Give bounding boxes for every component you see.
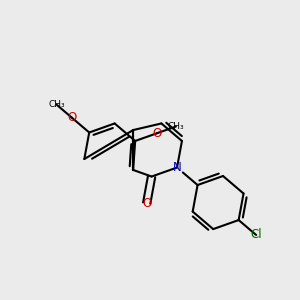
Text: O: O	[152, 127, 161, 140]
Text: O: O	[67, 111, 76, 124]
Text: N: N	[173, 161, 182, 174]
Text: CH₃: CH₃	[168, 122, 184, 131]
Text: CH₃: CH₃	[48, 100, 65, 109]
Text: Cl: Cl	[250, 228, 262, 242]
Text: O: O	[142, 196, 151, 210]
